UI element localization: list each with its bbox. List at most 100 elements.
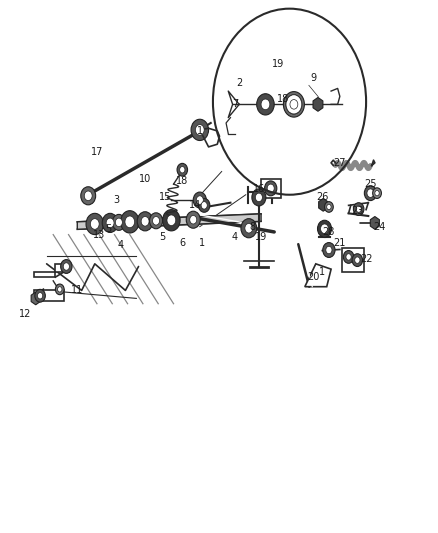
Polygon shape xyxy=(341,248,363,272)
Text: 27: 27 xyxy=(333,158,345,168)
Polygon shape xyxy=(318,198,327,211)
Text: 4: 4 xyxy=(231,232,237,243)
Circle shape xyxy=(372,188,381,198)
Circle shape xyxy=(179,166,184,173)
Circle shape xyxy=(120,211,139,233)
Circle shape xyxy=(320,224,328,233)
Circle shape xyxy=(149,213,162,229)
Circle shape xyxy=(81,187,95,205)
Circle shape xyxy=(166,215,175,225)
Text: 8: 8 xyxy=(249,222,255,232)
Text: 23: 23 xyxy=(350,206,363,216)
Text: 11: 11 xyxy=(71,286,83,295)
Circle shape xyxy=(355,206,360,212)
Circle shape xyxy=(55,284,64,295)
Circle shape xyxy=(152,216,159,225)
Circle shape xyxy=(283,92,304,117)
Circle shape xyxy=(115,218,122,227)
Circle shape xyxy=(84,191,92,200)
Text: 7: 7 xyxy=(231,99,237,109)
Polygon shape xyxy=(261,179,280,198)
Text: 18: 18 xyxy=(176,176,188,187)
Circle shape xyxy=(354,257,359,263)
Text: 3: 3 xyxy=(113,195,120,205)
Circle shape xyxy=(106,218,114,228)
Text: 19: 19 xyxy=(254,232,267,243)
Circle shape xyxy=(125,216,134,228)
Text: 12: 12 xyxy=(18,309,31,319)
Text: 24: 24 xyxy=(372,222,385,232)
Circle shape xyxy=(112,214,125,230)
Circle shape xyxy=(317,220,331,237)
Circle shape xyxy=(351,254,362,266)
Circle shape xyxy=(191,119,208,141)
Circle shape xyxy=(189,215,196,224)
Text: 1: 1 xyxy=(318,267,325,277)
Text: 28: 28 xyxy=(322,227,334,237)
Circle shape xyxy=(261,99,269,110)
Circle shape xyxy=(193,192,206,208)
Text: 22: 22 xyxy=(359,254,371,263)
Text: 4: 4 xyxy=(118,240,124,250)
Text: 1: 1 xyxy=(196,126,202,136)
Circle shape xyxy=(286,95,301,114)
Text: 17: 17 xyxy=(91,147,103,157)
Circle shape xyxy=(162,209,180,231)
Circle shape xyxy=(324,201,332,212)
Circle shape xyxy=(325,246,331,254)
Polygon shape xyxy=(31,292,40,305)
Circle shape xyxy=(141,216,149,226)
Text: 21: 21 xyxy=(333,238,345,247)
Circle shape xyxy=(90,219,99,229)
Circle shape xyxy=(137,212,152,231)
Polygon shape xyxy=(33,264,68,277)
Circle shape xyxy=(195,125,204,135)
Text: 13: 13 xyxy=(93,230,105,240)
Circle shape xyxy=(343,251,353,263)
Text: 5: 5 xyxy=(159,232,166,243)
Text: 6: 6 xyxy=(179,238,185,247)
Circle shape xyxy=(345,254,350,260)
Circle shape xyxy=(267,184,274,192)
Text: 18: 18 xyxy=(276,94,288,104)
Circle shape xyxy=(240,219,256,238)
Circle shape xyxy=(37,293,42,299)
Text: 2: 2 xyxy=(236,78,242,88)
Circle shape xyxy=(353,203,363,215)
Circle shape xyxy=(63,263,69,270)
Text: 25: 25 xyxy=(364,179,376,189)
Circle shape xyxy=(86,213,103,235)
Text: 14: 14 xyxy=(189,200,201,211)
Polygon shape xyxy=(370,216,378,229)
Circle shape xyxy=(322,243,334,257)
Polygon shape xyxy=(33,290,64,301)
Circle shape xyxy=(60,260,72,273)
Text: 15: 15 xyxy=(158,192,170,203)
Circle shape xyxy=(201,201,207,209)
Circle shape xyxy=(366,189,373,197)
Text: 20: 20 xyxy=(307,272,319,282)
Circle shape xyxy=(289,100,297,109)
Circle shape xyxy=(256,94,274,115)
Polygon shape xyxy=(304,264,330,287)
Polygon shape xyxy=(77,214,261,229)
Circle shape xyxy=(196,196,203,204)
Circle shape xyxy=(57,287,62,292)
Text: 16: 16 xyxy=(252,184,265,195)
Circle shape xyxy=(177,164,187,176)
Text: 19: 19 xyxy=(272,60,284,69)
Polygon shape xyxy=(312,98,322,111)
Circle shape xyxy=(264,181,276,196)
Text: 10: 10 xyxy=(139,174,151,184)
Circle shape xyxy=(198,198,209,212)
Circle shape xyxy=(251,189,265,206)
Text: 9: 9 xyxy=(310,73,316,83)
Circle shape xyxy=(364,185,376,200)
Text: 5: 5 xyxy=(105,224,111,235)
Circle shape xyxy=(286,95,301,114)
Text: 26: 26 xyxy=(315,192,328,203)
Circle shape xyxy=(255,193,262,201)
Circle shape xyxy=(186,211,200,228)
Circle shape xyxy=(244,223,252,233)
Text: 1: 1 xyxy=(198,238,205,247)
